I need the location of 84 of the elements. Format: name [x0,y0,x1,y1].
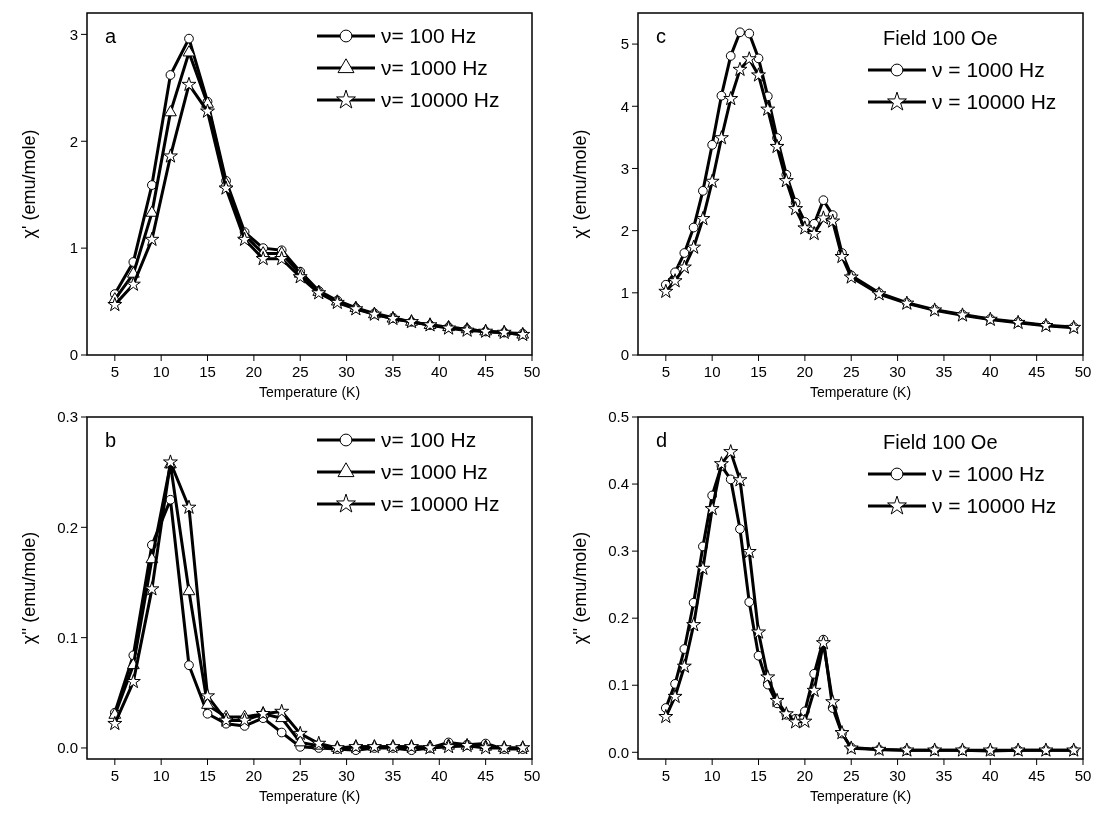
x-tick-label: 50 [523,767,541,784]
x-tick-label: 15 [199,363,216,380]
legend-title: Field 100 Oe [883,431,998,453]
y-tick-label: 5 [620,35,629,53]
y-tick-label: 4 [620,97,629,115]
y-tick-label: 0.5 [608,408,629,426]
y-tick-label: 0.2 [608,609,629,627]
x-tick-label: 20 [796,363,814,380]
x-tick-label: 5 [661,767,670,784]
legend-label: ν = 10000 Hz [932,494,1057,517]
x-tick-label: 10 [152,363,170,380]
x-tick-label: 45 [477,363,494,380]
x-tick-label: 50 [1074,363,1092,380]
legend-label: ν = 1000 Hz [932,58,1045,81]
x-tick-label: 25 [291,767,309,784]
y-axis-title: χ' (emu/mole) [570,129,590,239]
x-axis-title: Temperature (K) [809,788,912,804]
y-tick-label: 0.2 [57,518,78,536]
legend-label: ν= 1000 Hz [381,460,488,483]
x-tick-label: 25 [842,767,860,784]
y-tick-label: 0 [69,346,78,364]
x-tick-label: 10 [703,363,721,380]
x-tick-label: 40 [981,767,999,784]
y-tick-label: 0.1 [608,676,629,694]
x-tick-label: 45 [1028,363,1045,380]
y-axis-title: χ' (emu/mole) [19,129,39,239]
x-tick-label: 35 [935,363,953,380]
x-tick-label: 15 [199,767,216,784]
x-tick-label: 30 [338,363,355,380]
annotation: c [656,25,666,47]
legend-title: Field 100 Oe [883,27,998,49]
legend-label: ν = 1000 Hz [932,462,1045,485]
x-tick-label: 40 [981,363,999,380]
x-tick-label: 15 [750,363,767,380]
x-tick-label: 30 [338,767,355,784]
x-tick-label: 10 [703,767,721,784]
y-tick-label: 0.1 [57,628,78,646]
y-tick-label: 0.4 [608,475,629,493]
x-tick-label: 45 [477,767,494,784]
y-tick-label: 0.3 [57,408,78,426]
x-tick-label: 50 [523,363,541,380]
y-tick-label: 0 [620,346,629,364]
y-tick-label: 0.0 [608,743,629,761]
legend-label: ν = 10000 Hz [932,90,1057,113]
y-tick-label: 1 [620,284,629,302]
x-tick-label: 30 [889,363,906,380]
x-tick-label: 20 [796,767,814,784]
annotation: a [105,25,117,47]
x-tick-label: 40 [430,363,448,380]
y-tick-label: 0.3 [608,542,629,560]
annotation: d [656,429,668,451]
y-tick-label: 2 [69,132,78,150]
y-tick-label: 1 [69,239,78,257]
y-tick-label: 2 [620,221,629,239]
x-tick-label: 10 [152,767,170,784]
y-tick-label: 3 [620,159,629,177]
x-axis-title: Temperature (K) [258,788,361,804]
x-axis-title: Temperature (K) [258,384,361,400]
annotation: b [105,429,117,451]
y-axis-title: χ'' (emu/mole) [19,531,39,645]
x-tick-label: 15 [750,767,767,784]
x-tick-label: 5 [110,767,119,784]
legend-label: ν= 10000 Hz [381,492,500,515]
x-tick-label: 25 [842,363,860,380]
x-tick-label: 35 [935,767,953,784]
x-tick-label: 5 [110,363,119,380]
legend-label: ν= 100 Hz [381,428,477,451]
x-tick-label: 35 [384,767,402,784]
legend-label: ν= 10000 Hz [381,88,500,111]
x-tick-label: 20 [245,767,263,784]
x-axis-title: Temperature (K) [809,384,912,400]
y-tick-label: 3 [69,25,78,43]
legend-label: ν= 1000 Hz [381,56,488,79]
x-tick-label: 20 [245,363,263,380]
x-tick-label: 45 [1028,767,1045,784]
x-tick-label: 5 [661,363,670,380]
x-tick-label: 35 [384,363,402,380]
x-tick-label: 50 [1074,767,1092,784]
x-tick-label: 25 [291,363,309,380]
legend-label: ν= 100 Hz [381,24,477,47]
x-tick-label: 40 [430,767,448,784]
y-tick-label: 0.0 [57,739,78,757]
x-tick-label: 30 [889,767,906,784]
y-axis-title: χ'' (emu/mole) [570,531,590,645]
